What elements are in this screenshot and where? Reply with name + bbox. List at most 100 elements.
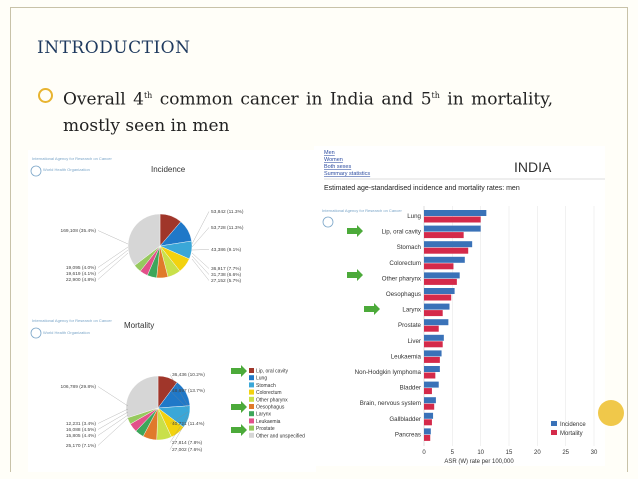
bar-label-4: Other pharynx [382, 275, 422, 282]
legend-arrow-lip [231, 365, 247, 377]
bar-label-13: Gallbladder [389, 416, 421, 423]
pie-legend-label-9: Other and unspecified [256, 433, 305, 439]
x-tick-4: 20 [534, 450, 541, 456]
bar-chart-svg: Men Women Both sexes Summary statistics … [314, 146, 605, 466]
bar-label-12: Brain, nervous system [360, 400, 421, 407]
incidence-pie [127, 213, 193, 279]
mortality-right-label-1: 48,697 (13.7%) [172, 388, 205, 394]
pie-legend-label-7: Leukaemia [256, 419, 281, 425]
link-men[interactable]: Men [324, 150, 335, 156]
pie-legend-label-5: Oesophagus [256, 405, 285, 411]
mortality-left-leader-2 [97, 411, 129, 430]
x-tick-5: 25 [562, 450, 569, 456]
mortality-right-label-4: 27,002 (7.6%) [172, 447, 203, 453]
slide-border-top [10, 7, 628, 8]
incidence-left-label-3: 22,900 (4.8%) [66, 277, 97, 283]
bar-mortality-14 [424, 434, 431, 441]
bullet-circle-icon [38, 88, 53, 103]
mortality-left-label-2: 16,088 (4.5%) [66, 427, 97, 433]
pie-legend-swatch-0 [249, 368, 254, 373]
slide-title: INTRODUCTION [37, 38, 191, 58]
mortality-right-leader-1 [169, 390, 189, 410]
bullet-sup-2: th [431, 91, 440, 100]
slide-border-right [627, 7, 628, 472]
incidence-left-leader-0 [97, 230, 129, 245]
bar-label-14: Pancreas [395, 431, 421, 438]
pie-legend-swatch-8 [249, 425, 254, 431]
mortality-left-leader-4 [97, 417, 129, 446]
bullet-text-part3: in mortality, mostly seen in men [63, 89, 553, 136]
bar-label-1: Lip, oral cavity [381, 229, 421, 236]
incidence-right-label-0: 53,842 (11.3%) [211, 209, 244, 215]
mortality-left-label-1: 12,231 (3.4%) [66, 421, 97, 427]
mortality-right-label-2: 40,721 (11.4%) [172, 421, 205, 427]
legend-incidence-swatch [551, 421, 557, 426]
bullet-text-part2: common cancer in India and 5 [152, 89, 432, 110]
bar-arrow-lip [347, 225, 363, 237]
chart-subtitle: Estimated age-standardised incidence and… [324, 185, 520, 192]
incidence-left-label-1: 19,095 (4.0%) [66, 265, 97, 271]
x-ticks: 0 5 10 15 20 25 30 [422, 450, 598, 456]
bar-mortality-2 [424, 247, 469, 254]
bar-mortality-1 [424, 232, 464, 239]
incidence-agency-label: International Agency for Research on Can… [32, 156, 112, 161]
bar-incidence-1 [424, 225, 481, 232]
incidence-right-label-3: 36,917 (7.7%) [211, 266, 242, 272]
pie-legend-label-3: Colorectum [256, 390, 282, 396]
mortality-pie [125, 375, 191, 441]
who-logo-icon-mortality [30, 327, 42, 339]
bar-label-6: Larynx [402, 307, 421, 314]
bullet-sup-1: th [143, 91, 153, 100]
bar-label-5: Oesophagus [386, 291, 421, 298]
incidence-right-label-4: 31,738 (6.6%) [211, 272, 242, 278]
pie-legend-swatch-7 [249, 418, 254, 424]
bar-label-0: Lung [407, 213, 421, 220]
pie-charts-panel: International Agency for Research on Can… [28, 150, 316, 472]
bar-mortality-5 [424, 294, 452, 301]
incidence-right-leader-1 [191, 227, 210, 248]
incidence-right-leader-3 [191, 252, 210, 269]
bar-incidence-10 [424, 366, 440, 372]
pie-legend-swatch-5 [249, 404, 254, 409]
bars [424, 210, 487, 441]
link-women[interactable]: Women [324, 157, 343, 163]
bar-label-9: Leukaemia [391, 353, 422, 360]
pie-legend-label-2: Stomach [256, 383, 276, 389]
bar-label-2: Stomach [397, 244, 422, 251]
x-axis-label: ASR (W) rate per 100,000 [444, 459, 514, 465]
incidence-left-leader-1 [97, 246, 129, 268]
bar-incidence-7 [424, 319, 449, 326]
incidence-left-leader-3 [97, 252, 129, 280]
mortality-left-leader-1 [97, 408, 129, 424]
legend-incidence-label: Incidence [560, 422, 586, 428]
mortality-left-label-3: 15,805 (4.4%) [66, 433, 97, 439]
bar-label-3: Colorectum [389, 260, 421, 267]
bar-incidence-3 [424, 256, 465, 263]
bar-arrow-other-pharynx [347, 269, 363, 281]
incidence-right-label-1: 53,728 (11.3%) [211, 225, 244, 231]
pie-legend-label-8: Prostate [256, 426, 275, 432]
mortality-left-label-0: 106,789 (29.8%) [61, 384, 97, 390]
mortality-left-label-4: 25,170 (7.1%) [66, 443, 97, 449]
bar-mortality-10 [424, 372, 436, 379]
decorative-circle [598, 400, 624, 426]
bar-mortality-8 [424, 341, 443, 348]
incidence-right-leader-0 [191, 211, 210, 245]
pie-legend-label-1: Lung [256, 376, 267, 382]
who-logo-icon-incidence [30, 165, 42, 177]
bar-incidence-8 [424, 334, 444, 341]
bullet-text-part1: Overall 4 [63, 89, 144, 110]
link-summary[interactable]: Summary statistics [324, 171, 370, 177]
mortality-slice-other-and-unspecified [125, 375, 159, 419]
incidence-title: Incidence [151, 165, 186, 174]
pie-charts-svg: International Agency for Research on Can… [28, 150, 316, 472]
legend-arrow-larynx [231, 424, 247, 436]
bar-mortality-4 [424, 278, 457, 285]
bar-label-10: Non-Hodgkin lymphoma [355, 369, 422, 376]
link-both-sexes[interactable]: Both sexes [324, 164, 351, 170]
who-logo-icon-bar [322, 216, 334, 228]
bar-label-11: Bladder [400, 385, 421, 392]
pie-legend-label-0: Lip, oral cavity [256, 369, 288, 375]
